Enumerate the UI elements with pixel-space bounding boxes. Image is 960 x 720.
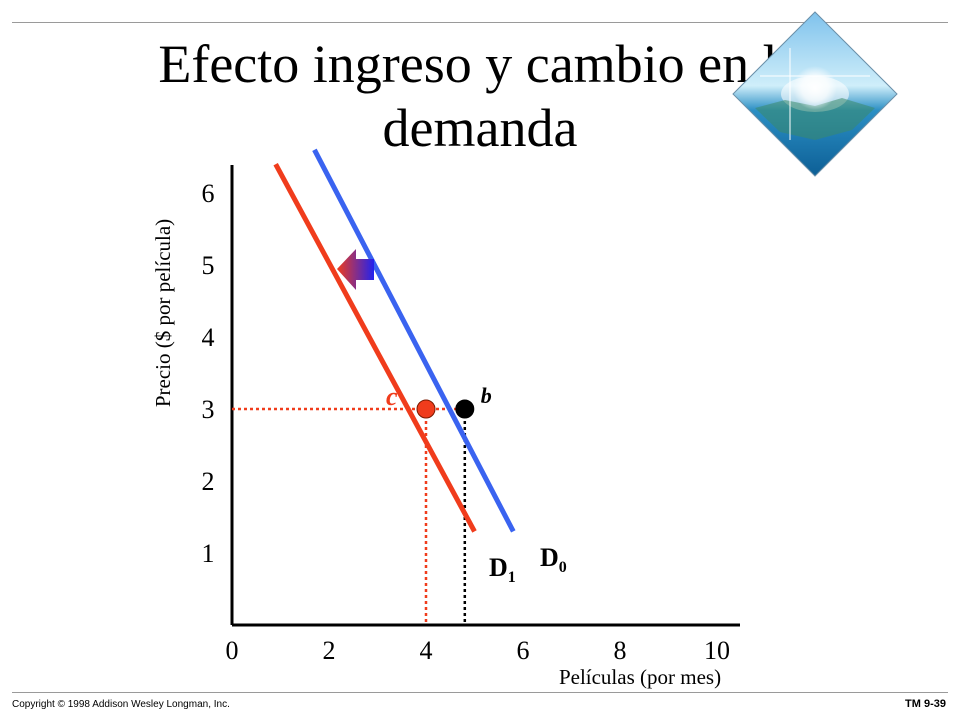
slide-number: TM 9-39: [905, 698, 946, 710]
bottom-rule: [12, 692, 948, 693]
x-tick-label: 4: [420, 636, 433, 665]
y-tick-label: 4: [202, 323, 215, 352]
x-axis-label: Películas (por mes): [559, 665, 721, 689]
x-tick-label: 6: [517, 636, 530, 665]
x-tick-label: 2: [323, 636, 336, 665]
y-axis-label: Precio ($ por película): [151, 219, 175, 407]
slide-title: Efecto ingreso y cambio en la demanda: [158, 34, 802, 158]
copyright-text: Copyright © 1998 Addison Wesley Longman,…: [12, 699, 230, 710]
point-label-b: b: [481, 383, 492, 408]
demand-curve-d0: [312, 148, 516, 533]
decorative-sea-image: [732, 11, 898, 177]
curve-label-d0: D0: [540, 543, 567, 576]
point-b: [455, 399, 475, 419]
y-tick-label: 1: [202, 539, 215, 568]
x-tick-label: 10: [704, 636, 730, 665]
x-tick-label: 8: [614, 636, 627, 665]
demand-curve-d1: [273, 163, 477, 533]
y-tick-label: 5: [202, 251, 215, 280]
top-rule: [12, 22, 948, 23]
curve-label-d1: D1: [489, 553, 516, 586]
point-label-c: c: [386, 382, 398, 411]
y-tick-label: 2: [202, 467, 215, 496]
y-tick-label: 3: [202, 395, 215, 424]
shift-left-arrow-icon: [337, 249, 374, 290]
x-tick-label: 0: [226, 636, 239, 665]
point-c: [416, 399, 436, 419]
y-tick-label: 6: [202, 179, 215, 208]
